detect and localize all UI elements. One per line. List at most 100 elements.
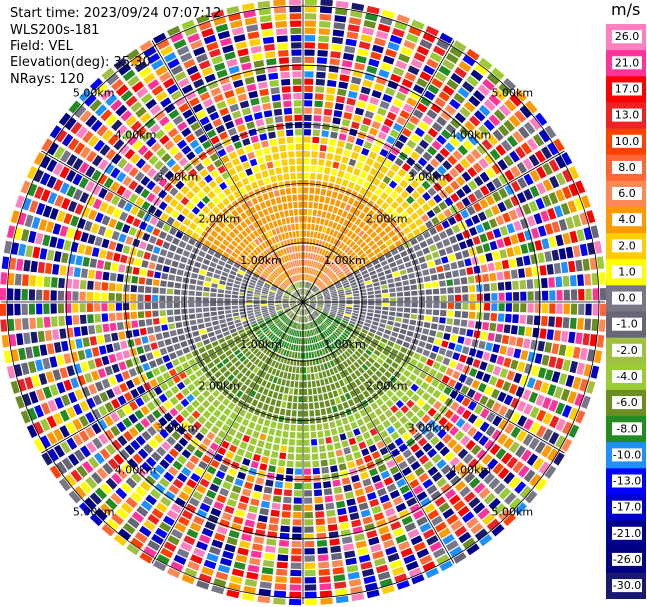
velocity-gate: [52, 329, 60, 340]
velocity-gate: [248, 190, 256, 199]
velocity-gate: [411, 338, 419, 345]
velocity-gate: [193, 547, 206, 558]
velocity-gate: [403, 226, 411, 235]
velocity-gate: [361, 448, 370, 457]
velocity-gate: [345, 142, 354, 151]
velocity-gate: [266, 320, 273, 325]
velocity-gate: [216, 333, 224, 340]
velocity-gate: [314, 261, 318, 269]
velocity-gate: [433, 194, 443, 204]
velocity-gate: [323, 174, 330, 182]
velocity-gate: [231, 110, 242, 119]
velocity-gate: [253, 60, 265, 68]
velocity-gate: [294, 307, 299, 313]
velocity-gate: [258, 244, 265, 252]
velocity-gate: [334, 281, 341, 286]
velocity-gate: [372, 161, 382, 170]
velocity-gate: [304, 288, 306, 295]
velocity-gate: [111, 119, 123, 132]
velocity-gate: [498, 419, 509, 431]
velocity-gate: [316, 295, 323, 299]
velocity-gate: [530, 253, 538, 265]
velocity-gate: [255, 477, 265, 485]
velocity-gate: [202, 400, 211, 409]
velocity-gate: [362, 180, 371, 189]
velocity-gate: [198, 134, 208, 144]
velocity-gate: [259, 507, 269, 516]
velocity-gate: [368, 357, 375, 364]
velocity-gate: [485, 195, 496, 206]
velocity-gate: [192, 330, 200, 337]
velocity-gate: [195, 291, 202, 297]
velocity-gate: [275, 304, 282, 307]
velocity-gate: [202, 157, 212, 167]
velocity-gate: [379, 16, 393, 26]
velocity-gate: [283, 496, 292, 504]
velocity-gate: [381, 202, 389, 210]
velocity-gate: [431, 471, 443, 482]
velocity-gate: [345, 408, 352, 416]
velocity-gate: [389, 220, 398, 229]
velocity-gate: [431, 453, 442, 464]
velocity-gate: [111, 78, 124, 91]
velocity-gate: [221, 388, 230, 397]
velocity-gate: [362, 206, 370, 214]
velocity-gate: [197, 360, 206, 368]
velocity-gate: [174, 71, 187, 82]
velocity-gate: [222, 345, 230, 353]
velocity-gate: [213, 239, 221, 247]
velocity-gate: [422, 478, 434, 489]
velocity-gate: [496, 271, 504, 281]
velocity-gate: [522, 433, 534, 446]
velocity-gate: [324, 400, 331, 407]
velocity-gate: [291, 555, 302, 562]
velocity-gate: [182, 250, 191, 258]
velocity-gate: [63, 379, 73, 391]
velocity-gate: [561, 186, 572, 200]
velocity-gate: [318, 561, 330, 569]
velocity-gate: [317, 554, 329, 562]
velocity-gate: [275, 295, 282, 298]
velocity-gate: [94, 236, 103, 247]
velocity-gate: [497, 282, 505, 291]
velocity-gate: [198, 221, 207, 229]
velocity-gate: [330, 291, 337, 295]
velocity-gate: [425, 25, 439, 37]
velocity-gate: [479, 534, 493, 547]
velocity-gate: [211, 9, 225, 19]
velocity-gate: [135, 197, 145, 207]
velocity-gate: [190, 472, 201, 483]
velocity-gate: [331, 560, 344, 568]
velocity-gate: [321, 466, 329, 474]
velocity-gate: [348, 505, 358, 514]
velocity-gate: [258, 588, 271, 597]
velocity-gate: [210, 230, 219, 238]
velocity-gate: [283, 248, 287, 255]
velocity-gate: [372, 44, 384, 54]
velocity-gate: [525, 490, 538, 504]
velocity-gate: [367, 309, 374, 313]
velocity-gate: [315, 511, 325, 518]
velocity-gate: [248, 315, 255, 320]
velocity-gate: [448, 254, 456, 262]
velocity-gate: [258, 352, 265, 360]
velocity-gate: [192, 103, 204, 113]
velocity-gate: [185, 332, 193, 339]
velocity-gate: [299, 381, 303, 388]
velocity-gate: [221, 207, 230, 216]
velocity-gate: [273, 0, 286, 7]
velocity-gate: [70, 377, 80, 389]
velocity-gate: [185, 133, 196, 143]
velocity-gate: [338, 307, 345, 311]
velocity-gate: [313, 328, 318, 335]
velocity-gate: [152, 367, 161, 377]
velocity-gate: [195, 53, 208, 63]
velocity-gate: [95, 487, 108, 500]
velocity-gate: [209, 483, 220, 493]
velocity-gate: [174, 315, 182, 322]
velocity-gate: [146, 270, 154, 278]
velocity-gate: [346, 304, 353, 307]
velocity-gate: [393, 420, 402, 430]
velocity-gate: [280, 151, 287, 159]
velocity-gate: [472, 162, 483, 174]
